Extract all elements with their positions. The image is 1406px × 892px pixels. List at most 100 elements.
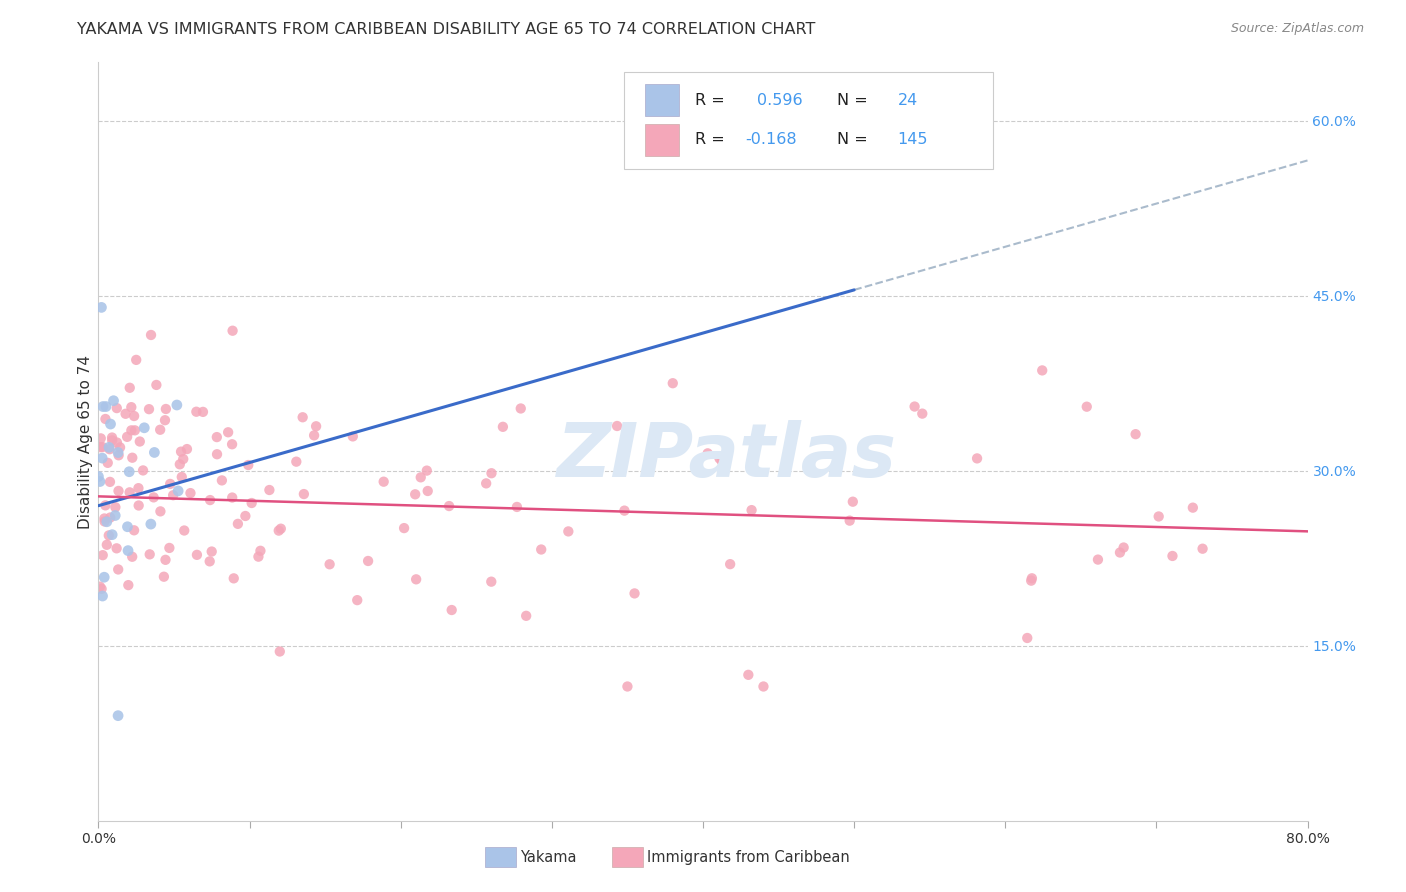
Point xyxy=(1076,400,1098,414)
Point xyxy=(105,401,128,416)
Point xyxy=(101,527,124,541)
Point xyxy=(179,486,201,500)
Point xyxy=(186,548,208,562)
Point xyxy=(904,400,927,414)
Text: Immigrants from Caribbean: Immigrants from Caribbean xyxy=(647,850,849,864)
Point xyxy=(105,435,128,450)
Point xyxy=(1125,427,1147,442)
Point xyxy=(101,431,124,445)
Point xyxy=(153,570,176,584)
Point xyxy=(741,503,763,517)
Point xyxy=(221,491,243,505)
Point xyxy=(118,465,141,479)
Point xyxy=(437,499,460,513)
Point xyxy=(91,451,114,466)
Point xyxy=(1147,509,1170,524)
Text: ZIPatlas: ZIPatlas xyxy=(557,420,897,493)
Point xyxy=(342,429,364,443)
Point xyxy=(842,494,865,508)
Y-axis label: Disability Age 65 to 74: Disability Age 65 to 74 xyxy=(77,354,93,529)
FancyBboxPatch shape xyxy=(624,71,993,169)
Point xyxy=(169,458,191,472)
Point xyxy=(101,434,124,448)
Point xyxy=(198,493,221,508)
Point xyxy=(104,500,127,515)
Point xyxy=(1021,571,1043,585)
Text: 24: 24 xyxy=(897,93,918,108)
Text: Source: ZipAtlas.com: Source: ZipAtlas.com xyxy=(1230,22,1364,36)
Point xyxy=(139,517,162,532)
Point xyxy=(838,514,860,528)
Point xyxy=(90,301,112,315)
Point xyxy=(176,442,198,456)
Point xyxy=(357,554,380,568)
Point xyxy=(217,425,239,440)
Point xyxy=(1017,631,1039,645)
Point xyxy=(661,376,683,391)
Point xyxy=(145,378,167,392)
Bar xyxy=(645,124,679,156)
Point xyxy=(91,589,114,603)
Point xyxy=(211,474,233,488)
Point xyxy=(107,445,129,459)
Point xyxy=(1161,549,1184,563)
Point xyxy=(405,572,427,586)
Text: Yakama: Yakama xyxy=(520,850,576,864)
Point xyxy=(710,454,733,468)
Point xyxy=(270,522,292,536)
Text: 0.596: 0.596 xyxy=(758,93,803,108)
Point xyxy=(616,680,638,694)
Point xyxy=(1109,545,1132,559)
Point xyxy=(718,557,741,571)
Point xyxy=(198,554,221,568)
Point xyxy=(128,499,150,513)
Point xyxy=(240,496,263,510)
Point xyxy=(90,582,112,596)
Point xyxy=(103,393,125,408)
Point xyxy=(98,510,121,524)
Point xyxy=(506,500,529,514)
Point xyxy=(479,574,502,589)
Point xyxy=(122,524,145,538)
Point xyxy=(409,470,432,484)
Point xyxy=(186,405,208,419)
Point xyxy=(90,431,112,445)
Point xyxy=(105,541,128,556)
Point xyxy=(238,458,260,472)
Point xyxy=(606,419,628,434)
Point xyxy=(87,469,110,483)
Point xyxy=(373,475,395,489)
Text: 145: 145 xyxy=(897,132,928,147)
Point xyxy=(96,515,118,529)
Point xyxy=(91,440,114,454)
Point xyxy=(1019,574,1042,588)
Point xyxy=(709,451,731,466)
Point xyxy=(292,487,315,501)
Point xyxy=(205,430,228,444)
Point xyxy=(143,445,166,459)
Point xyxy=(318,558,340,572)
Point xyxy=(1181,500,1204,515)
Point xyxy=(94,499,117,513)
Point xyxy=(142,491,165,505)
Point xyxy=(269,644,291,658)
Text: N =: N = xyxy=(837,93,873,108)
Point xyxy=(305,419,328,434)
Point xyxy=(120,400,142,414)
Point xyxy=(515,608,537,623)
Point xyxy=(172,452,194,467)
Point xyxy=(173,524,195,538)
Point xyxy=(737,668,759,682)
Point xyxy=(138,402,160,417)
Point xyxy=(93,570,115,584)
Point xyxy=(259,483,281,497)
Point xyxy=(1087,552,1109,566)
Text: R =: R = xyxy=(695,93,730,108)
Point xyxy=(162,488,184,502)
Point xyxy=(201,544,224,558)
Point xyxy=(97,456,120,470)
Point xyxy=(157,541,180,555)
Point xyxy=(124,423,146,437)
Point xyxy=(1191,541,1213,556)
Point xyxy=(291,410,314,425)
